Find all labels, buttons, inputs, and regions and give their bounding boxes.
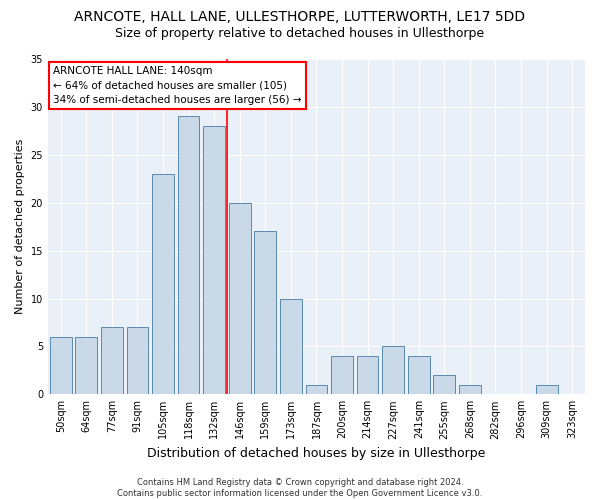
Text: ARNCOTE, HALL LANE, ULLESTHORPE, LUTTERWORTH, LE17 5DD: ARNCOTE, HALL LANE, ULLESTHORPE, LUTTERW…	[74, 10, 526, 24]
Bar	[101, 327, 123, 394]
Text: Contains HM Land Registry data © Crown copyright and database right 2024.
Contai: Contains HM Land Registry data © Crown c…	[118, 478, 482, 498]
Bar	[357, 356, 379, 395]
Bar	[152, 174, 174, 394]
Text: Size of property relative to detached houses in Ullesthorpe: Size of property relative to detached ho…	[115, 28, 485, 40]
Bar	[433, 375, 455, 394]
Y-axis label: Number of detached properties: Number of detached properties	[15, 139, 25, 314]
Bar	[459, 384, 481, 394]
Bar	[331, 356, 353, 395]
Bar	[76, 337, 97, 394]
X-axis label: Distribution of detached houses by size in Ullesthorpe: Distribution of detached houses by size …	[147, 447, 485, 460]
Bar	[305, 384, 328, 394]
Text: ARNCOTE HALL LANE: 140sqm
← 64% of detached houses are smaller (105)
34% of semi: ARNCOTE HALL LANE: 140sqm ← 64% of detac…	[53, 66, 302, 106]
Bar	[280, 298, 302, 394]
Bar	[254, 232, 276, 394]
Bar	[229, 202, 251, 394]
Bar	[382, 346, 404, 395]
Bar	[127, 327, 148, 394]
Bar	[408, 356, 430, 395]
Bar	[203, 126, 225, 394]
Bar	[50, 337, 71, 394]
Bar	[178, 116, 199, 394]
Bar	[536, 384, 557, 394]
